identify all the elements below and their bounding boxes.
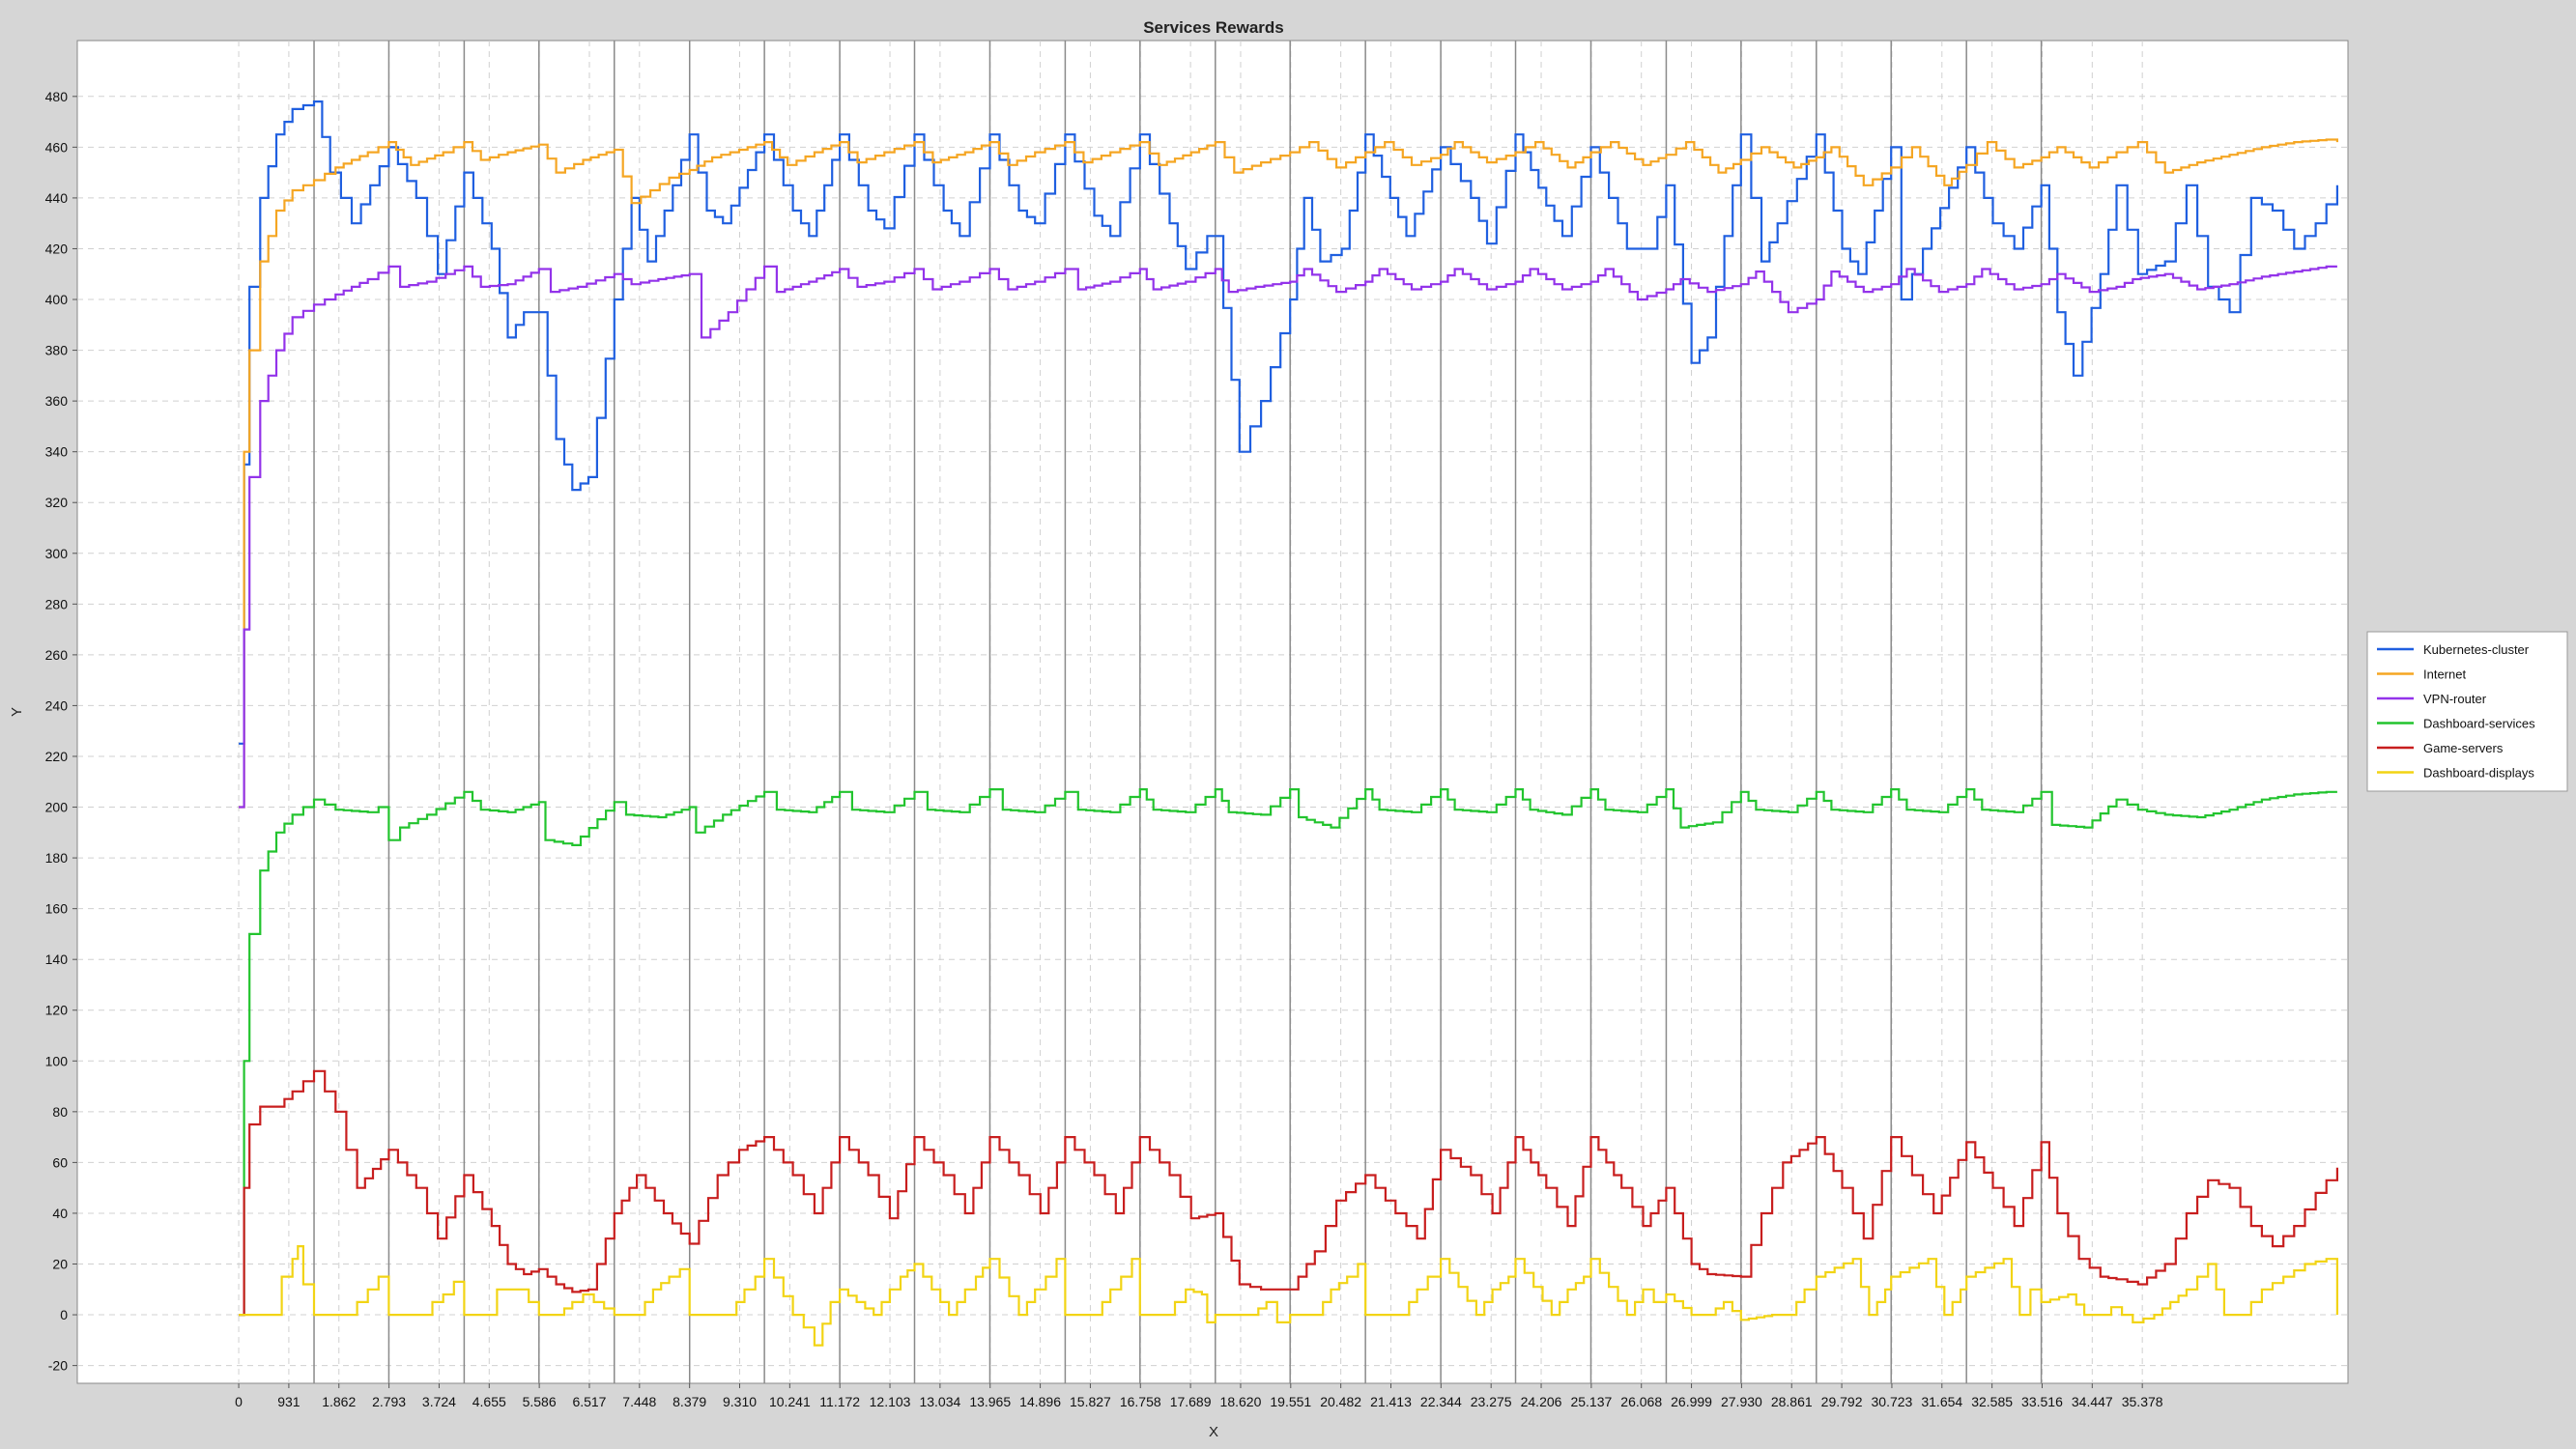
x-tick-label: 15.827: [1070, 1394, 1111, 1409]
x-tick-label: 25.137: [1570, 1394, 1612, 1409]
x-tick-label: 18.620: [1220, 1394, 1262, 1409]
legend-entry-kubernetes-cluster: Kubernetes-cluster: [2423, 642, 2530, 657]
y-tick-label: 340: [45, 444, 69, 460]
x-tick-label: 3.724: [422, 1394, 456, 1409]
series-line-dashboard-services: [239, 788, 2337, 1317]
x-tick-label: 21.413: [1370, 1394, 1412, 1409]
legend: Kubernetes-cluster Internet VPN-router Dash…: [2366, 631, 2568, 792]
y-tick-label: 140: [45, 952, 69, 967]
x-tick-label: 19.551: [1270, 1394, 1311, 1409]
chart-title: Services Rewards: [1143, 18, 1284, 37]
y-tick-label: 400: [45, 292, 69, 307]
x-tick-label: 13.965: [969, 1394, 1011, 1409]
x-tick-label: 20.482: [1320, 1394, 1361, 1409]
x-tick-label: 32.585: [1971, 1394, 2013, 1409]
x-tick-label: 16.758: [1120, 1394, 1161, 1409]
x-tick-label: 31.654: [1921, 1394, 1962, 1409]
y-tick-label: 120: [45, 1003, 69, 1018]
x-tick-label: 30.723: [1872, 1394, 1913, 1409]
y-tick-label: 440: [45, 190, 69, 206]
x-tick-label: 5.586: [523, 1394, 557, 1409]
x-axis-ticks: 0 931 1.862 2.793 3.724 4.655 5.586 6.517 7.448 8…: [235, 1383, 2163, 1409]
legend-entry-vpn-router: VPN-router: [2423, 692, 2487, 706]
series-line-internet: [239, 138, 2338, 809]
y-tick-label: 380: [45, 343, 69, 358]
x-tick-label: 33.516: [2021, 1394, 2063, 1409]
series-line-game-servers: [239, 1069, 2338, 1317]
series-line-vpn-router: [239, 265, 2337, 809]
y-tick-label: 20: [52, 1257, 68, 1272]
x-tick-label: 11.172: [819, 1394, 860, 1409]
y-tick-label: 220: [45, 749, 69, 764]
legend-entry-internet: Internet: [2423, 668, 2466, 682]
y-tick-label: 280: [45, 596, 69, 611]
x-tick-label: 0: [235, 1394, 243, 1409]
y-tick-label: 80: [52, 1104, 68, 1120]
legend-box: [2366, 631, 2568, 792]
y-tick-label: 160: [45, 901, 69, 917]
y-tick-label: 460: [45, 139, 69, 155]
x-tick-label: 12.103: [870, 1394, 911, 1409]
x-tick-label: 1.862: [322, 1394, 356, 1409]
y-tick-label: 300: [45, 546, 69, 561]
series-line-dashboard-displays: [239, 1245, 2338, 1347]
x-tick-label: 14.896: [1019, 1394, 1061, 1409]
y-tick-label: 200: [45, 800, 69, 815]
x-tick-label: 26.999: [1671, 1394, 1712, 1409]
y-tick-label: 180: [45, 850, 69, 866]
x-tick-label: 34.447: [2072, 1394, 2113, 1409]
x-tick-label: 10.241: [769, 1394, 811, 1409]
x-tick-label: 22.344: [1420, 1394, 1462, 1409]
y-axis-label: Y: [9, 707, 25, 717]
x-tick-label: 26.068: [1620, 1394, 1662, 1409]
x-tick-label: 29.792: [1821, 1394, 1863, 1409]
y-tick-label: 260: [45, 647, 69, 663]
x-tick-label: 7.448: [622, 1394, 656, 1409]
y-tick-label: 60: [52, 1154, 68, 1170]
y-tick-label: -20: [48, 1358, 68, 1374]
x-tick-label: 23.275: [1471, 1394, 1512, 1409]
y-tick-label: 0: [60, 1307, 68, 1322]
legend-entry-dashboard-services: Dashboard-services: [2423, 717, 2535, 731]
x-tick-label: 6.517: [572, 1394, 606, 1409]
y-tick-label: 360: [45, 393, 69, 409]
y-tick-label: 320: [45, 495, 69, 510]
x-tick-label: 27.930: [1721, 1394, 1762, 1409]
y-axis-ticks: -20 0 20 40 60 80 100 120 140 160 180 200 220 240 260 2…: [45, 89, 77, 1374]
x-tick-label: 24.206: [1521, 1394, 1562, 1409]
x-tick-label: 2.793: [372, 1394, 406, 1409]
y-tick-label: 100: [45, 1053, 69, 1068]
y-tick-label: 420: [45, 241, 69, 256]
plot-area: [76, 40, 2349, 1384]
x-tick-label: 17.689: [1170, 1394, 1212, 1409]
x-tick-label: 35.378: [2122, 1394, 2163, 1409]
y-tick-label: 240: [45, 697, 69, 713]
x-tick-label: 8.379: [673, 1394, 706, 1409]
y-tick-label: 480: [45, 89, 69, 104]
x-tick-label: 9.310: [723, 1394, 757, 1409]
legend-entry-game-servers: Game-servers: [2423, 741, 2504, 755]
x-tick-label: 13.034: [919, 1394, 960, 1409]
y-tick-label: 40: [52, 1206, 68, 1221]
legend-entry-dashboard-displays: Dashboard-displays: [2423, 766, 2534, 781]
x-tick-label: 931: [277, 1394, 301, 1409]
x-tick-label: 28.861: [1771, 1394, 1813, 1409]
series-lines: [239, 100, 2338, 1347]
x-axis-label: X: [1209, 1424, 1218, 1440]
x-tick-label: 4.655: [472, 1394, 506, 1409]
